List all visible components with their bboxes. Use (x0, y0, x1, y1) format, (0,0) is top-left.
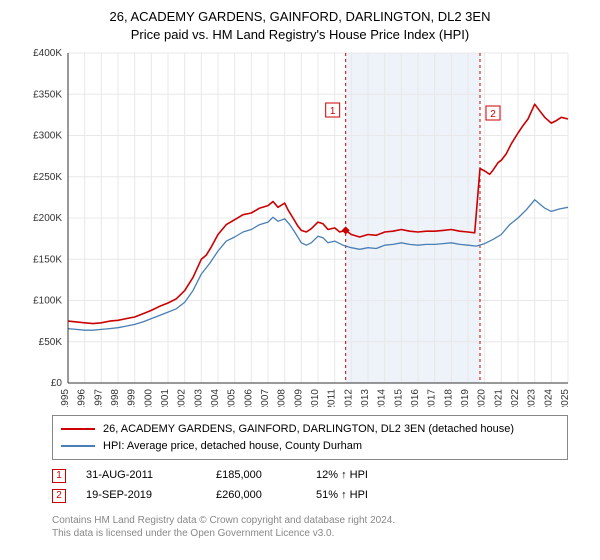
svg-text:2008: 2008 (277, 389, 288, 407)
chart-container: 26, ACADEMY GARDENS, GAINFORD, DARLINGTO… (0, 0, 600, 560)
sale-row: 1 31-AUG-2011 £185,000 12% ↑ HPI (52, 466, 568, 486)
svg-text:2010: 2010 (310, 389, 321, 407)
sales-table: 1 31-AUG-2011 £185,000 12% ↑ HPI 2 19-SE… (52, 466, 568, 506)
legend-swatch (61, 428, 95, 430)
svg-text:2011: 2011 (327, 389, 338, 407)
sale-date: 31-AUG-2011 (86, 466, 216, 486)
svg-text:2017: 2017 (427, 389, 438, 407)
svg-text:2015: 2015 (393, 389, 404, 407)
sale-price: £260,000 (216, 486, 316, 506)
svg-text:2018: 2018 (443, 389, 454, 407)
svg-text:2012: 2012 (343, 389, 354, 407)
svg-text:2023: 2023 (527, 389, 538, 407)
svg-text:2009: 2009 (293, 389, 304, 407)
sale-date: 19-SEP-2019 (86, 486, 216, 506)
svg-text:1997: 1997 (93, 389, 104, 407)
title-line1: 26, ACADEMY GARDENS, GAINFORD, DARLINGTO… (10, 8, 590, 26)
svg-text:£0: £0 (51, 378, 63, 389)
legend-item: 26, ACADEMY GARDENS, GAINFORD, DARLINGTO… (61, 421, 559, 438)
svg-text:2020: 2020 (477, 389, 488, 407)
svg-text:2003: 2003 (193, 389, 204, 407)
svg-text:1995: 1995 (60, 389, 71, 407)
legend-swatch (61, 445, 95, 447)
svg-text:£350K: £350K (33, 89, 62, 100)
svg-text:2005: 2005 (227, 389, 238, 407)
legend: 26, ACADEMY GARDENS, GAINFORD, DARLINGTO… (52, 415, 568, 460)
svg-text:2024: 2024 (543, 389, 554, 407)
svg-text:2014: 2014 (377, 389, 388, 407)
legend-label: 26, ACADEMY GARDENS, GAINFORD, DARLINGTO… (103, 421, 514, 438)
sale-marker: 1 (52, 469, 66, 483)
title-line2: Price paid vs. HM Land Registry's House … (10, 26, 590, 44)
svg-text:2: 2 (490, 109, 496, 120)
svg-text:£100K: £100K (33, 296, 62, 307)
svg-text:2019: 2019 (460, 389, 471, 407)
attribution: Contains HM Land Registry data © Crown c… (52, 514, 568, 541)
svg-text:2002: 2002 (177, 389, 188, 407)
svg-text:£50K: £50K (39, 337, 63, 348)
svg-text:£200K: £200K (33, 213, 62, 224)
attribution-line: This data is licensed under the Open Gov… (52, 527, 568, 541)
legend-item: HPI: Average price, detached house, Coun… (61, 438, 559, 455)
svg-text:1999: 1999 (127, 389, 138, 407)
svg-text:1998: 1998 (110, 389, 121, 407)
svg-text:2007: 2007 (260, 389, 271, 407)
sale-pct: 12% ↑ HPI (316, 466, 466, 486)
svg-text:2025: 2025 (560, 389, 571, 407)
sale-row: 2 19-SEP-2019 £260,000 51% ↑ HPI (52, 486, 568, 506)
svg-text:2016: 2016 (410, 389, 421, 407)
attribution-line: Contains HM Land Registry data © Crown c… (52, 514, 568, 528)
svg-text:1: 1 (330, 106, 336, 117)
chart-svg: £0 £50K £100K £150K £200K £250K £300K £350K £400… (20, 47, 580, 407)
svg-text:2013: 2013 (360, 389, 371, 407)
legend-label: HPI: Average price, detached house, Coun… (103, 438, 362, 455)
sale-price: £185,000 (216, 466, 316, 486)
svg-text:£250K: £250K (33, 172, 62, 183)
svg-text:2001: 2001 (160, 389, 171, 407)
svg-text:2006: 2006 (243, 389, 254, 407)
svg-text:2000: 2000 (143, 389, 154, 407)
svg-text:2022: 2022 (510, 389, 521, 407)
svg-text:1996: 1996 (77, 389, 88, 407)
svg-text:2021: 2021 (493, 389, 504, 407)
svg-text:£150K: £150K (33, 254, 62, 265)
chart-plot: £0 £50K £100K £150K £200K £250K £300K £350K £400… (20, 47, 580, 407)
sale-marker: 2 (52, 489, 66, 503)
sale-pct: 51% ↑ HPI (316, 486, 466, 506)
svg-text:£400K: £400K (33, 48, 62, 59)
chart-title: 26, ACADEMY GARDENS, GAINFORD, DARLINGTO… (10, 8, 590, 43)
svg-text:£300K: £300K (33, 131, 62, 142)
svg-text:2004: 2004 (210, 389, 221, 407)
